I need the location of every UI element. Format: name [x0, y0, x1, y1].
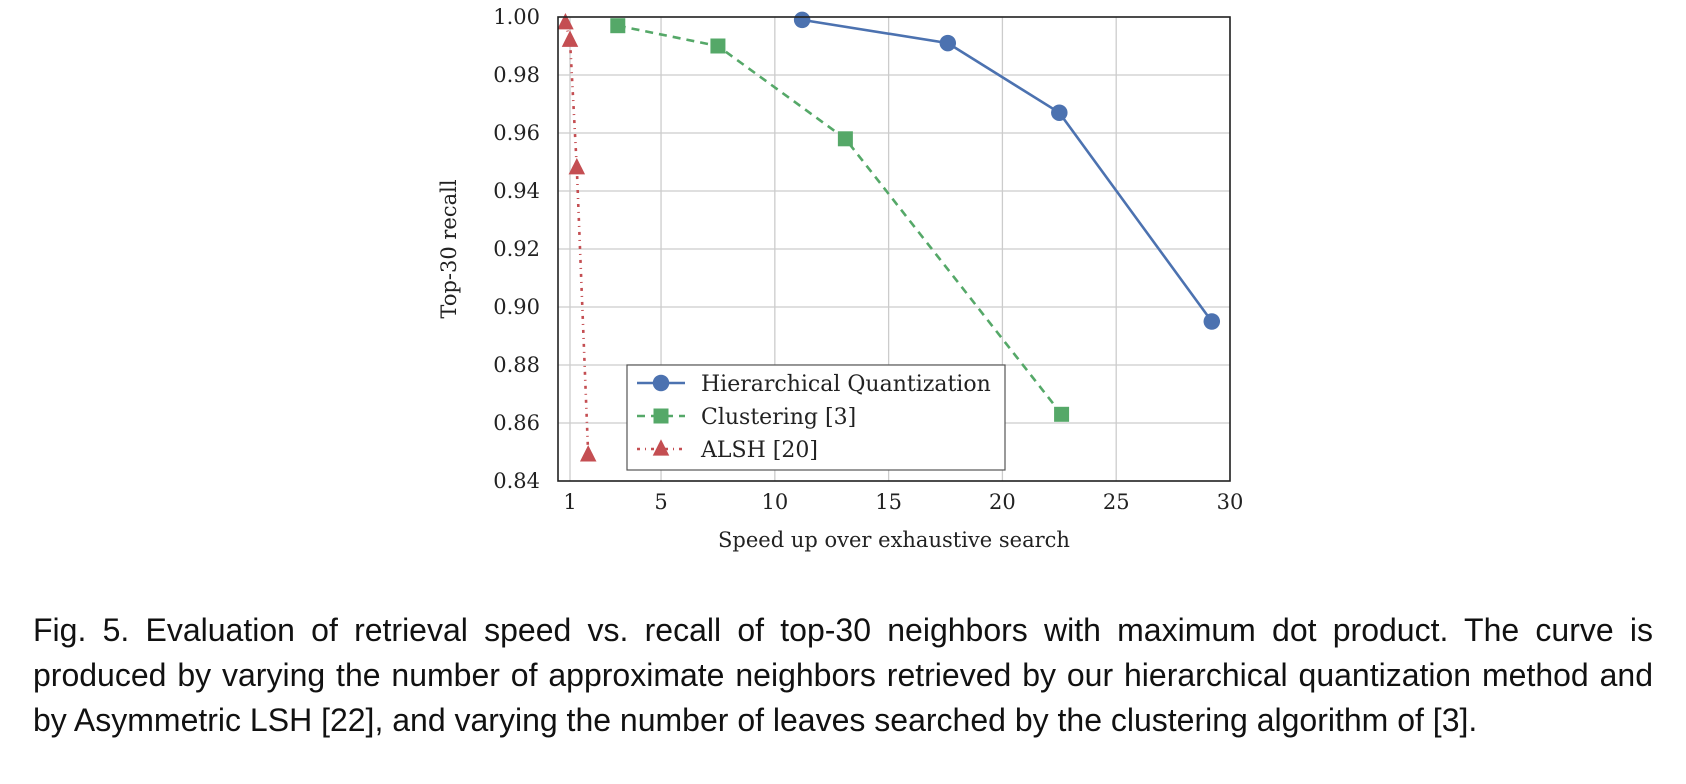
data-point — [579, 445, 597, 462]
data-point — [837, 131, 853, 147]
y-axis-label: Top-30 recall — [437, 179, 461, 318]
plot-area-frame — [557, 16, 1231, 482]
data-point — [1051, 104, 1068, 121]
y-tick-label: 1.00 — [493, 5, 540, 29]
x-tick-label: 10 — [761, 490, 788, 514]
legend-marker — [652, 374, 670, 392]
y-tick-label: 0.94 — [493, 179, 540, 203]
data-point — [568, 158, 586, 175]
x-tick-label: 5 — [654, 490, 667, 514]
y-tick-label: 0.96 — [493, 121, 540, 145]
legend-label: Clustering [3] — [701, 405, 856, 430]
series-1 — [793, 11, 1221, 330]
legend-marker — [652, 439, 670, 456]
series-line — [617, 24, 1063, 416]
data-point — [710, 38, 726, 54]
series-line — [564, 22, 590, 455]
legend-marker — [653, 408, 669, 424]
y-tick-label: 0.92 — [493, 237, 540, 261]
data-point — [557, 13, 574, 30]
data-point — [1054, 406, 1070, 422]
x-tick-label: 25 — [1103, 490, 1130, 514]
legend-box — [626, 364, 1006, 471]
series-line — [801, 18, 1213, 323]
data-point — [1203, 313, 1221, 330]
x-tick-label: 30 — [1217, 490, 1244, 514]
data-point — [793, 11, 811, 29]
figure-caption: Fig. 5. Evaluation of retrieval speed vs… — [33, 612, 1653, 738]
data-series — [557, 11, 1221, 462]
data-point — [610, 18, 626, 34]
y-tick-label: 0.98 — [493, 63, 540, 87]
series-3 — [557, 13, 597, 462]
y-tick-label: 0.84 — [493, 469, 540, 493]
recall-speedup-chart: 1 5 10 15 20 25 300.840.860.880.900.920.940.96… — [437, 5, 1243, 552]
axis-ticks: 1 5 10 15 20 25 300.840.860.880.900.920.940.96… — [493, 5, 1243, 514]
legend-label: Hierarchical Quantization — [701, 372, 991, 397]
series-2 — [610, 18, 1070, 422]
y-tick-label: 0.90 — [493, 295, 540, 319]
y-tick-label: 0.86 — [493, 411, 540, 435]
x-tick-label: 1 — [563, 490, 576, 514]
data-point — [561, 30, 579, 47]
y-tick-label: 0.88 — [493, 353, 540, 377]
x-axis-label: Speed up over exhaustive search — [718, 528, 1070, 552]
chart-legend: Hierarchical Quantization Clustering [3] A… — [626, 364, 1006, 471]
x-tick-label: 20 — [989, 490, 1016, 514]
legend-label: ALSH [20] — [700, 438, 818, 463]
data-point — [939, 34, 957, 52]
x-tick-label: 15 — [875, 490, 902, 514]
